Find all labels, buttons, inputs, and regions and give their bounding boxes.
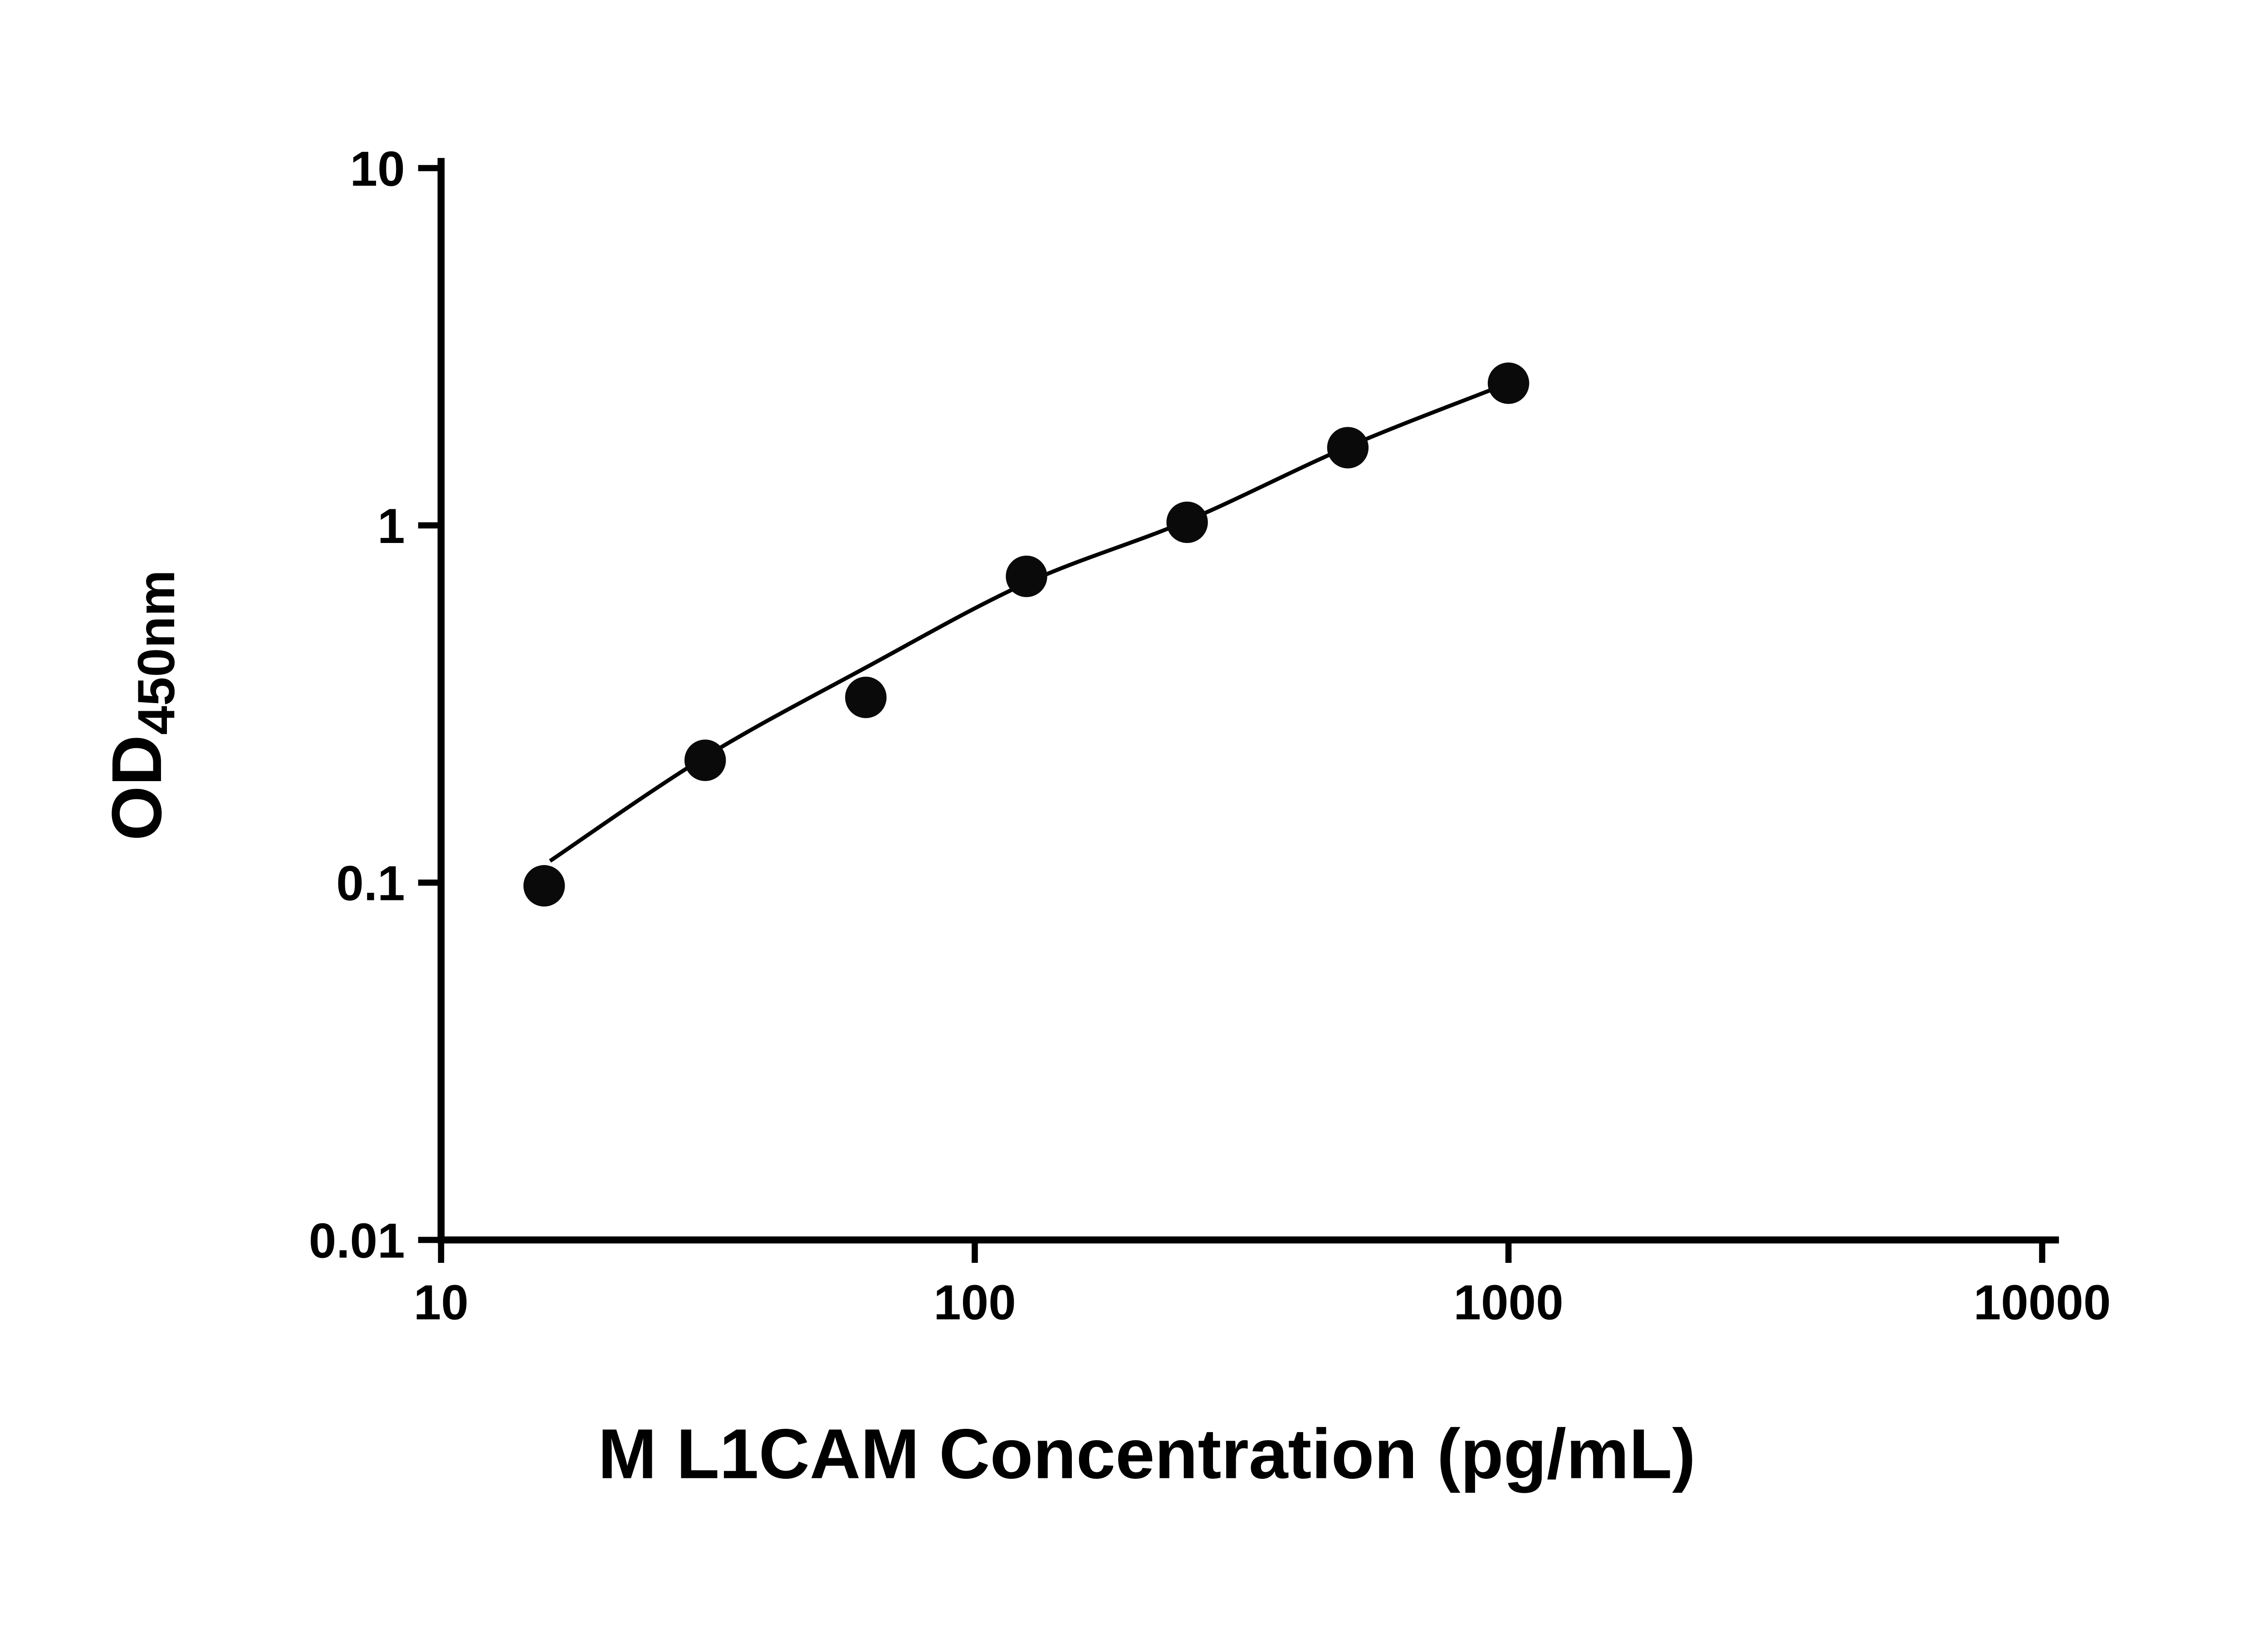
y-tick-label: 10	[350, 141, 405, 196]
data-point	[684, 739, 726, 781]
data-point	[1487, 362, 1530, 404]
y-axis-title: OD450nm	[97, 570, 186, 841]
y-tick-label: 0.1	[336, 856, 405, 911]
x-tick-label: 100	[934, 1275, 1016, 1330]
y-tick-label: 0.01	[309, 1213, 405, 1268]
plot-area: 10 100 1000 10000 0.01 0.1 1 10	[309, 141, 2111, 1330]
data-point	[523, 865, 565, 907]
data-point	[1327, 427, 1369, 469]
data-point	[845, 676, 887, 719]
data-point	[1006, 555, 1047, 597]
y-axis-title-base: OD	[97, 735, 176, 841]
x-axis-title: M L1CAM Concentration (pg/mL)	[598, 1414, 1696, 1493]
x-tick-label: 1000	[1453, 1275, 1563, 1330]
x-tick-label: 10	[414, 1275, 469, 1330]
y-axis-title-sub: 450nm	[127, 570, 186, 735]
axes	[437, 158, 2059, 1244]
y-tick-label: 1	[377, 499, 405, 554]
data-point	[1166, 501, 1208, 543]
x-tick-label: 10000	[1974, 1275, 2111, 1330]
